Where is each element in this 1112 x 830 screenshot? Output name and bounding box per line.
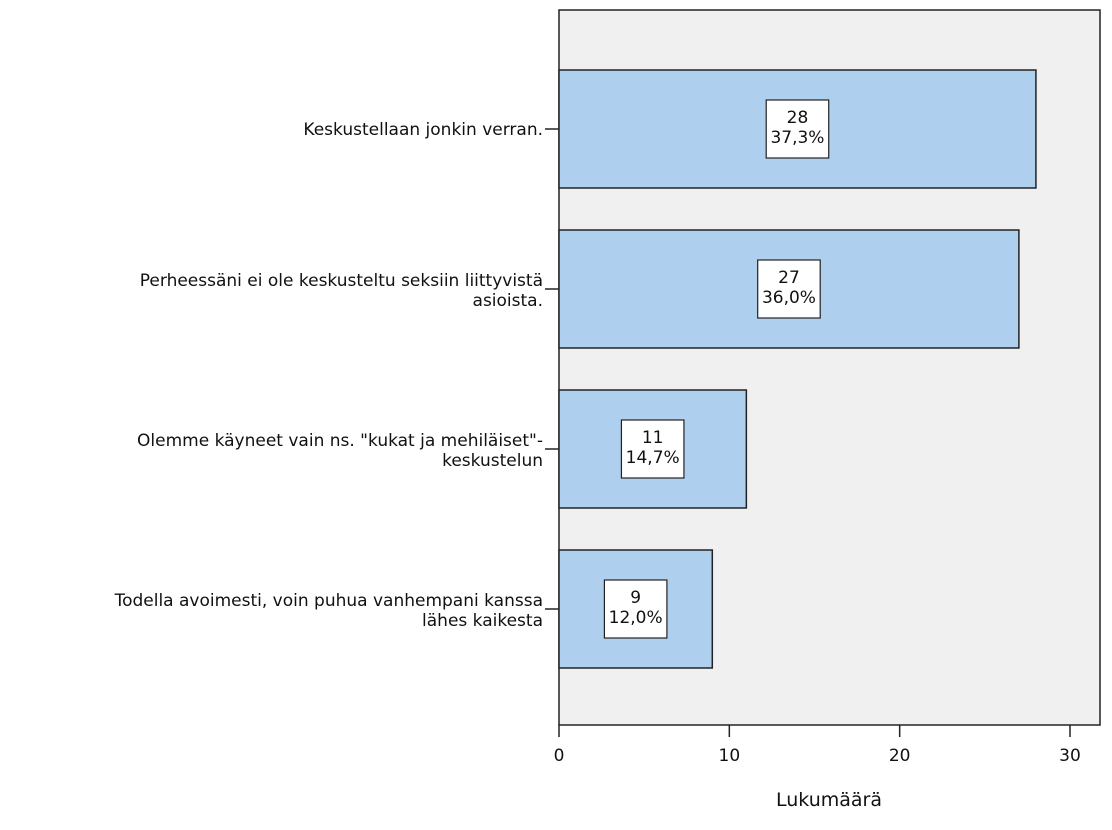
category-labels: Keskustellaan jonkin verran. Perheessäni … <box>114 120 559 631</box>
x-tick-label-1: 10 <box>719 746 741 766</box>
data-label-box-1 <box>757 259 821 319</box>
category-label-2-line-1: keskustelun <box>442 451 543 471</box>
data-label-count-2: 11 <box>642 428 664 448</box>
category-label-2-line-0: Olemme käyneet vain ns. "kukat ja mehilä… <box>137 431 543 451</box>
category-label-3-line-1: lähes kaikesta <box>422 611 543 631</box>
category-label-0-line-0: Keskustellaan jonkin verran. <box>303 120 543 140</box>
x-tick-label-3: 30 <box>1059 746 1081 766</box>
data-label-count-0: 28 <box>787 108 809 128</box>
data-label-percent-1: 36,0% <box>762 288 816 308</box>
data-label-percent-2: 14,7% <box>626 448 680 468</box>
data-label-count-3: 9 <box>630 588 641 608</box>
x-axis: 0 10 20 30 <box>554 725 1081 766</box>
data-label-percent-0: 37,3% <box>770 128 824 148</box>
category-label-1-line-1: asioista. <box>473 291 543 311</box>
category-label-1-line-0: Perheessäni ei ole keskusteltu seksiin l… <box>140 271 543 291</box>
x-tick-label-0: 0 <box>554 746 565 766</box>
x-tick-label-2: 20 <box>889 746 911 766</box>
x-axis-title: Lukumäärä <box>776 789 882 811</box>
category-label-3-line-0: Todella avoimesti, voin puhua vanhempani… <box>114 591 543 611</box>
data-label-box-3 <box>603 579 668 639</box>
data-label-percent-3: 12,0% <box>609 608 663 628</box>
data-label-count-1: 27 <box>778 268 800 288</box>
data-label-box-0 <box>765 99 830 159</box>
data-label-box-2 <box>620 419 685 479</box>
